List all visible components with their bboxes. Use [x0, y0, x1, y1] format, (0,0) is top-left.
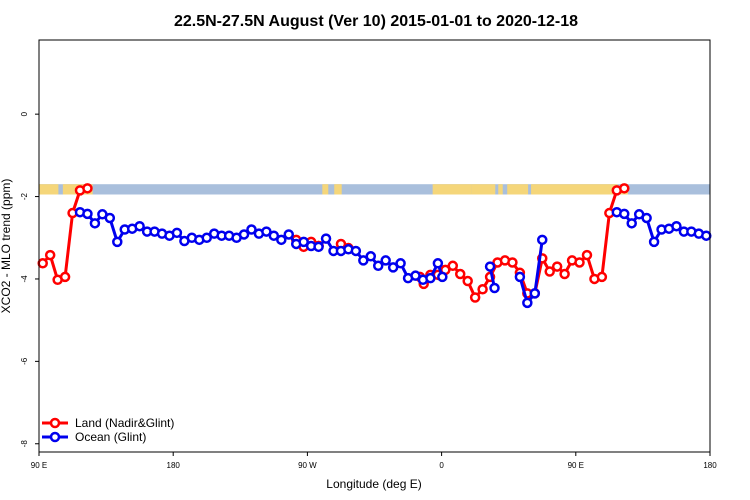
series-ocean	[74, 206, 712, 309]
y-tick-label: 0	[20, 111, 29, 116]
data-point	[619, 208, 630, 220]
data-point	[387, 262, 399, 273]
map-land-patch	[531, 184, 618, 195]
data-point	[701, 230, 712, 241]
x-tick-label: 90 E	[31, 461, 47, 470]
data-point	[544, 266, 555, 277]
x-axis-label: Longitude (deg E)	[326, 477, 421, 491]
map-land-patch	[322, 184, 329, 195]
y-axis-label: XCO2 - MLO trend (ppm)	[0, 179, 13, 314]
data-point	[477, 284, 488, 295]
series-layer	[37, 183, 712, 309]
map-land-patch	[471, 184, 496, 195]
data-point	[447, 260, 459, 272]
data-point	[581, 249, 593, 261]
data-point	[514, 271, 526, 283]
data-point	[82, 208, 93, 220]
data-point	[671, 220, 682, 232]
series-line	[518, 239, 544, 305]
data-point	[432, 258, 444, 269]
data-point	[454, 268, 466, 280]
x-tick-label: 180	[167, 461, 181, 470]
x-axis: 90 E 180 90 W 0 90 E 180	[31, 452, 717, 470]
data-point	[551, 261, 563, 272]
data-point	[134, 220, 145, 232]
map-land-patch	[498, 184, 503, 195]
y-tick-label: -4	[20, 275, 29, 283]
data-point	[313, 241, 324, 253]
data-point	[529, 288, 541, 299]
y-axis: 0 -2 -4 -6 -8	[20, 111, 39, 447]
data-point	[626, 218, 637, 229]
series-line	[79, 210, 444, 282]
legend-ocean-label: Ocean (Glint)	[75, 430, 146, 444]
data-point	[320, 233, 332, 244]
y-tick-label: -6	[20, 357, 29, 365]
y-tick-label: -2	[20, 192, 29, 200]
data-point	[104, 212, 116, 224]
x-tick-label: 0	[439, 461, 444, 470]
data-point	[410, 270, 421, 281]
data-point	[59, 271, 71, 283]
data-point	[358, 255, 369, 266]
data-point	[484, 261, 496, 272]
data-point	[246, 224, 257, 235]
data-point	[268, 230, 280, 241]
data-point	[537, 234, 548, 246]
data-point	[559, 268, 570, 280]
data-point	[238, 229, 250, 240]
data-point	[574, 257, 585, 268]
chart-title: 22.5N-27.5N August (Ver 10) 2015-01-01 t…	[174, 13, 578, 30]
map-land-patch	[39, 184, 59, 195]
series-line	[41, 186, 88, 282]
data-point	[89, 218, 101, 229]
data-point	[395, 258, 406, 269]
data-point	[469, 292, 481, 303]
legend-land-marker	[49, 417, 61, 429]
data-point	[648, 236, 660, 248]
map-land-patch	[507, 184, 529, 195]
x-tick-label: 90 E	[568, 461, 584, 470]
map-ocean	[39, 184, 710, 195]
data-point	[425, 272, 436, 284]
legend-land-label: Land (Nadir&Glint)	[75, 416, 174, 430]
data-point	[112, 236, 123, 248]
data-point	[261, 226, 272, 237]
data-point	[489, 282, 500, 294]
data-point	[37, 258, 48, 269]
plot-frame	[38, 39, 711, 453]
legend-ocean-marker	[49, 431, 61, 443]
data-point	[298, 236, 309, 248]
data-point	[522, 297, 533, 309]
data-point	[462, 275, 473, 287]
data-point	[350, 245, 362, 257]
data-point	[507, 257, 518, 268]
data-point	[276, 234, 287, 246]
x-tick-label: 90 W	[298, 461, 317, 470]
map-land-patch	[334, 184, 342, 195]
data-point	[201, 232, 212, 244]
map-strip	[39, 184, 710, 195]
data-point	[171, 227, 183, 239]
data-point	[44, 249, 56, 261]
data-point	[365, 251, 377, 262]
data-point	[641, 212, 652, 224]
map-land-patch	[432, 184, 472, 195]
x-tick-label: 180	[703, 461, 717, 470]
y-tick-label: -8	[20, 440, 29, 448]
data-point	[619, 183, 630, 194]
data-point	[372, 260, 384, 272]
legend: Land (Nadir&Glint) Ocean (Glint)	[42, 416, 174, 444]
data-point	[437, 271, 448, 283]
data-point	[596, 271, 608, 283]
data-point	[283, 229, 295, 240]
data-point	[82, 183, 93, 194]
data-point	[380, 255, 391, 266]
